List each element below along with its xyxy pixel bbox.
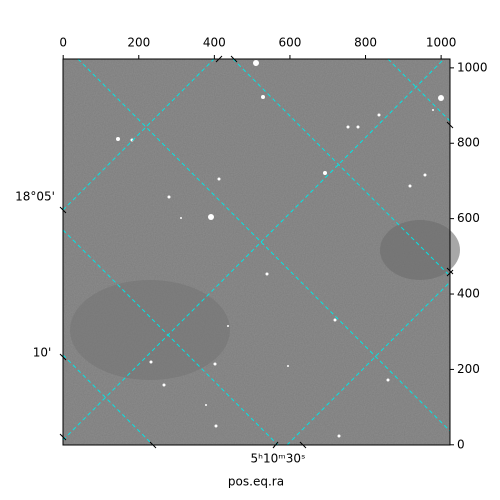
- dec-label: 18°05': [15, 190, 55, 204]
- y-tick-label: 400: [457, 287, 480, 301]
- coordinate-grid: [63, 59, 450, 445]
- x-tick-label: 0: [59, 36, 67, 50]
- plot-frame: [62, 58, 451, 446]
- x-tick-label: 1000: [426, 36, 457, 50]
- x-axis-label: pos.eq.ra: [228, 475, 284, 489]
- sky-image: [63, 59, 460, 445]
- x-tick-label: 600: [278, 36, 301, 50]
- x-tick-label: 200: [127, 36, 150, 50]
- world-ticks: [59, 55, 454, 449]
- dec-label: 10': [33, 346, 52, 360]
- y-tick-label: 0: [457, 437, 465, 451]
- y-tick-label: 800: [457, 136, 480, 150]
- ra-label: 5ʰ10ᵐ30ˢ: [251, 452, 306, 466]
- x-tick-label: 800: [354, 36, 377, 50]
- x-tick-label: 400: [203, 36, 226, 50]
- y-tick-label: 600: [457, 211, 480, 225]
- y-tick-label: 200: [457, 362, 480, 376]
- y-tick-label: 1000: [457, 60, 488, 74]
